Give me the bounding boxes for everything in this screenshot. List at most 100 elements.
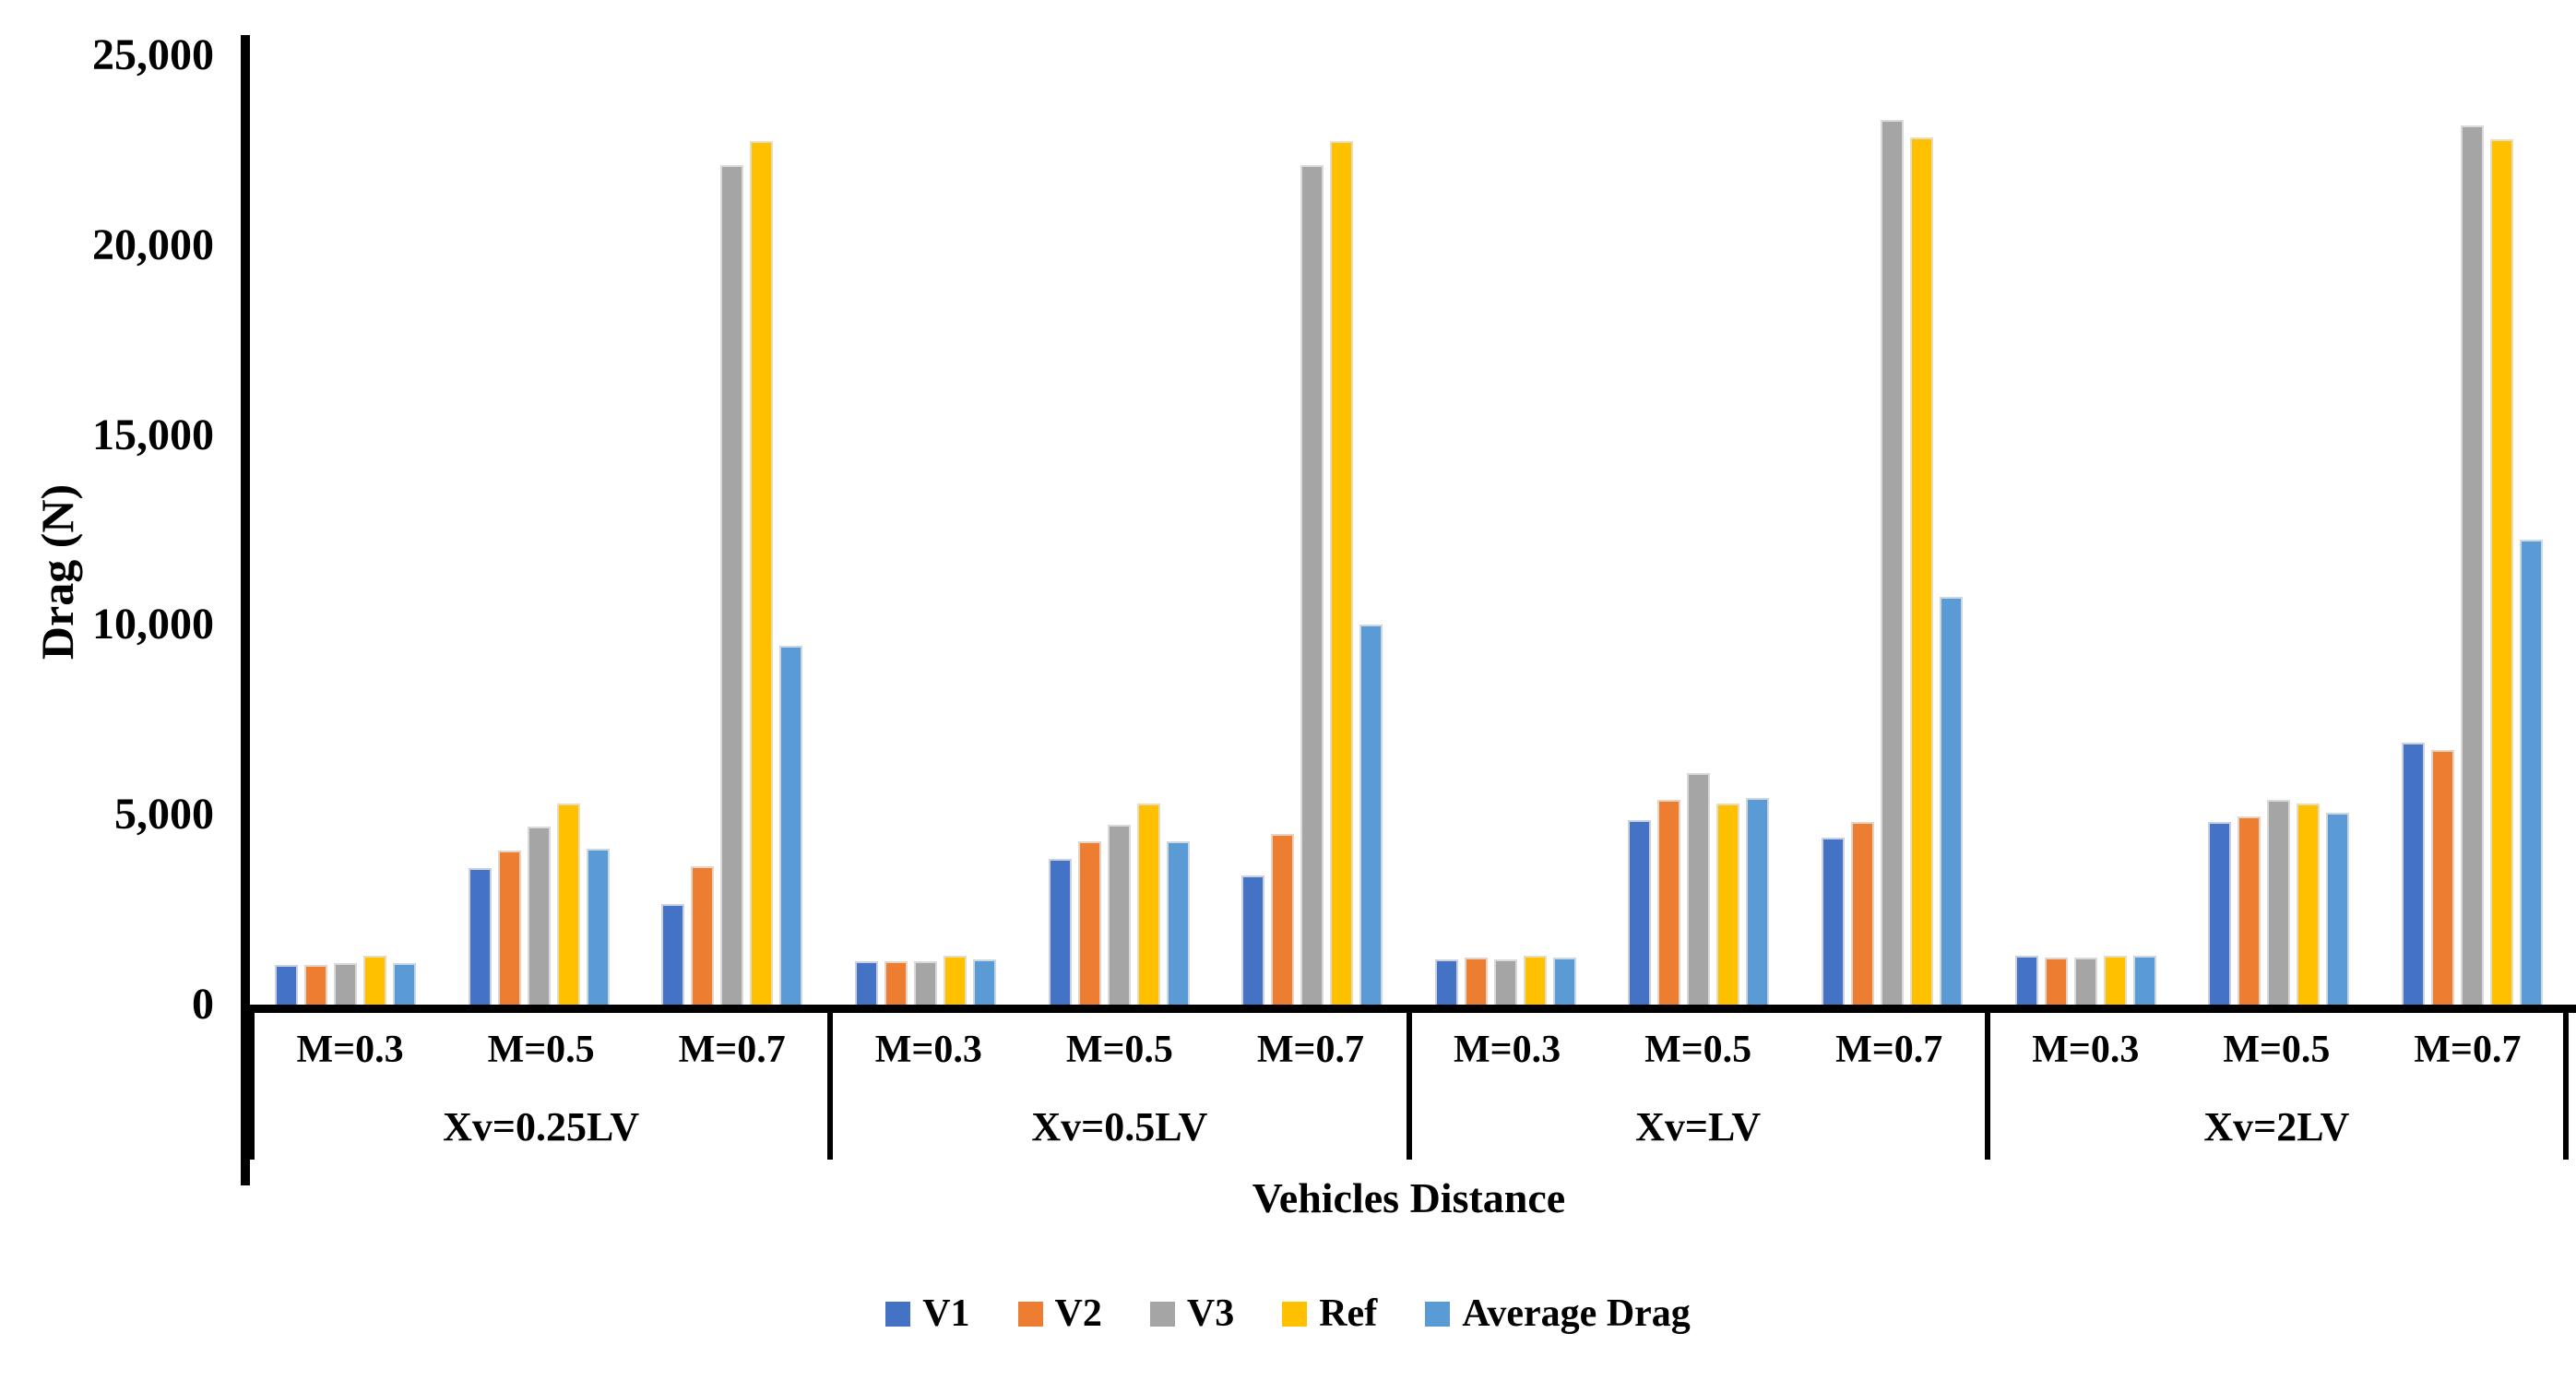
mach-label-Xv=0.5LV-M=0.5: M=0.5	[1065, 1028, 1173, 1071]
category-cell-Xv=0.5LV: M=0.3 M=0.5 M=0.7 Xv=0.5LV	[827, 1005, 1406, 1160]
mach-label-Xv=2LV-M=0.7: M=0.7	[2414, 1028, 2522, 1071]
group-label-Xv=LV: Xv=LV	[1635, 1104, 1762, 1150]
mach-label-Xv=2LV-M=0.3: M=0.3	[2032, 1028, 2140, 1071]
bar-V1-Xv=0.5LV-M=0.7	[1241, 875, 1265, 1005]
y-tick-label-15000: 15,000	[92, 410, 214, 459]
mach-label-Xv=0.25LV-M=0.5: M=0.5	[487, 1028, 595, 1071]
bar-cluster-Xv=2LV-M=0.5	[2182, 55, 2376, 1005]
mach-label-row: M=0.3 M=0.5 M=0.7	[1412, 1005, 1985, 1094]
legend-swatch-icon	[1017, 1301, 1043, 1327]
bar-V2-Xv=0.25LV-M=0.7	[691, 865, 715, 1005]
legend-label: Ref	[1319, 1292, 1378, 1335]
bar-V2-Xv=LV-M=0.7	[1850, 822, 1874, 1005]
bar-V1-Xv=LV-M=0.7	[1821, 837, 1845, 1005]
bar-V3-Xv=2LV-M=0.3	[2073, 957, 2097, 1005]
bar-V2-Xv=2LV-M=0.5	[2238, 816, 2261, 1005]
bar-cluster-Xv=LV-M=0.7	[1796, 55, 1989, 1005]
legend-item-V2: V2	[1017, 1292, 1102, 1336]
bar-Average Drag-Xv=0.25LV-M=0.3	[393, 962, 417, 1005]
legend-label: V3	[1186, 1292, 1235, 1335]
legend-item-Ref: Ref	[1282, 1292, 1377, 1336]
mach-label-Xv=0.25LV-M=0.7: M=0.7	[678, 1028, 786, 1071]
bar-Average Drag-Xv=2LV-M=0.5	[2326, 813, 2350, 1005]
bar-V2-Xv=0.5LV-M=0.5	[1077, 841, 1101, 1005]
bar-Ref-Xv=2LV-M=0.7	[2489, 138, 2513, 1005]
bar-cluster-Xv=0.25LV-M=0.3	[249, 55, 443, 1005]
bar-V3-Xv=0.25LV-M=0.3	[334, 962, 358, 1005]
bar-V2-Xv=LV-M=0.5	[1657, 799, 1681, 1005]
bar-V1-Xv=2LV-M=0.7	[2401, 743, 2425, 1005]
legend-swatch-icon	[1282, 1301, 1308, 1327]
bar-V3-Xv=LV-M=0.5	[1687, 772, 1711, 1005]
bar-Ref-Xv=0.5LV-M=0.5	[1136, 803, 1160, 1005]
bar-V3-Xv=LV-M=0.3	[1493, 958, 1517, 1005]
mach-label-row: M=0.3 M=0.5 M=0.7	[1990, 1005, 2563, 1094]
bar-Ref-Xv=2LV-M=0.3	[2103, 955, 2127, 1005]
bars-container	[249, 55, 2569, 1005]
bar-Average Drag-Xv=0.5LV-M=0.5	[1166, 841, 1190, 1005]
bar-V1-Xv=0.25LV-M=0.7	[661, 903, 685, 1005]
y-tick-label-20000: 20,000	[92, 220, 214, 269]
mach-label-Xv=2LV-M=0.5: M=0.5	[2223, 1028, 2331, 1071]
category-cell-Xv=0.25LV: M=0.3 M=0.5 M=0.7 Xv=0.25LV	[249, 1005, 827, 1160]
bar-V3-Xv=2LV-M=0.7	[2460, 125, 2484, 1005]
bar-V1-Xv=LV-M=0.3	[1434, 958, 1458, 1005]
bar-V3-Xv=0.5LV-M=0.7	[1300, 165, 1324, 1005]
bar-cluster-Xv=0.25LV-M=0.7	[635, 55, 829, 1005]
bar-V1-Xv=2LV-M=0.3	[2014, 955, 2038, 1005]
bar-cluster-Xv=0.5LV-M=0.3	[829, 55, 1023, 1005]
bar-V2-Xv=0.5LV-M=0.7	[1271, 833, 1295, 1005]
bar-cluster-Xv=LV-M=0.3	[1409, 55, 1603, 1005]
bar-group-Xv=0.25LV	[249, 55, 829, 1005]
y-tick-label-5000: 5,000	[114, 790, 214, 839]
bar-V1-Xv=2LV-M=0.5	[2208, 822, 2232, 1005]
bar-Average Drag-Xv=2LV-M=0.3	[2132, 955, 2156, 1005]
bar-Average Drag-Xv=LV-M=0.7	[1939, 596, 1963, 1005]
bar-V2-Xv=2LV-M=0.3	[2044, 957, 2068, 1005]
bar-cluster-Xv=0.5LV-M=0.5	[1022, 55, 1216, 1005]
bar-cluster-Xv=2LV-M=0.3	[1988, 55, 2182, 1005]
bar-cluster-Xv=LV-M=0.5	[1602, 55, 1796, 1005]
bar-V2-Xv=0.25LV-M=0.3	[304, 964, 328, 1005]
bar-Ref-Xv=LV-M=0.5	[1716, 803, 1740, 1005]
bar-V3-Xv=0.25LV-M=0.5	[527, 826, 551, 1005]
bar-Average Drag-Xv=0.5LV-M=0.7	[1359, 625, 1383, 1005]
mach-label-Xv=LV-M=0.7: M=0.7	[1835, 1028, 1943, 1071]
bar-group-Xv=LV	[1409, 55, 1989, 1005]
bar-Ref-Xv=0.25LV-M=0.7	[750, 140, 774, 1005]
bar-Average Drag-Xv=0.25LV-M=0.5	[586, 849, 610, 1005]
bar-cluster-Xv=2LV-M=0.7	[2375, 55, 2569, 1005]
bar-Ref-Xv=0.5LV-M=0.3	[944, 955, 967, 1005]
bar-Ref-Xv=0.5LV-M=0.7	[1330, 140, 1354, 1005]
y-tick-label-0: 0	[192, 980, 214, 1029]
category-cell-Xv=LV: M=0.3 M=0.5 M=0.7 Xv=LV	[1406, 1005, 1985, 1160]
bar-V3-Xv=2LV-M=0.5	[2267, 799, 2291, 1005]
legend-item-V1: V1	[885, 1292, 970, 1336]
bar-V1-Xv=0.25LV-M=0.5	[468, 867, 492, 1005]
bar-group-Xv=2LV	[1988, 55, 2569, 1005]
bar-V2-Xv=LV-M=0.3	[1464, 957, 1488, 1005]
mach-label-row: M=0.3 M=0.5 M=0.7	[833, 1005, 1406, 1094]
bar-Average Drag-Xv=LV-M=0.3	[1552, 957, 1576, 1005]
chart-legend: V1 V2 V3 Ref Average Drag	[0, 1292, 2576, 1336]
bar-Average Drag-Xv=LV-M=0.5	[1746, 797, 1770, 1005]
group-label-Xv=0.5LV: Xv=0.5LV	[1031, 1104, 1208, 1150]
bar-V3-Xv=LV-M=0.7	[1880, 119, 1904, 1005]
category-cell-Xv=2LV: M=0.3 M=0.5 M=0.7 Xv=2LV	[1984, 1005, 2569, 1160]
bar-cluster-Xv=0.25LV-M=0.5	[443, 55, 636, 1005]
bar-V3-Xv=0.25LV-M=0.7	[720, 165, 744, 1005]
bar-Average Drag-Xv=0.25LV-M=0.7	[779, 646, 803, 1005]
bar-V2-Xv=0.25LV-M=0.5	[497, 851, 521, 1005]
y-axis-line	[241, 35, 250, 1185]
legend-label: V1	[922, 1292, 970, 1335]
mach-label-Xv=LV-M=0.3: M=0.3	[1454, 1028, 1561, 1071]
legend-item-V3: V3	[1149, 1292, 1235, 1336]
bar-Ref-Xv=2LV-M=0.5	[2297, 803, 2321, 1005]
bar-V3-Xv=0.5LV-M=0.3	[914, 960, 938, 1005]
bar-V1-Xv=0.5LV-M=0.3	[855, 960, 879, 1005]
legend-label: Average Drag	[1462, 1292, 1691, 1335]
y-axis-tick-labels: 0 5,000 10,000 15,000 20,000 25,000	[0, 33, 214, 1027]
bar-cluster-Xv=0.5LV-M=0.7	[1216, 55, 1409, 1005]
plot-area	[241, 35, 2576, 1185]
bar-Ref-Xv=0.25LV-M=0.5	[556, 803, 580, 1005]
